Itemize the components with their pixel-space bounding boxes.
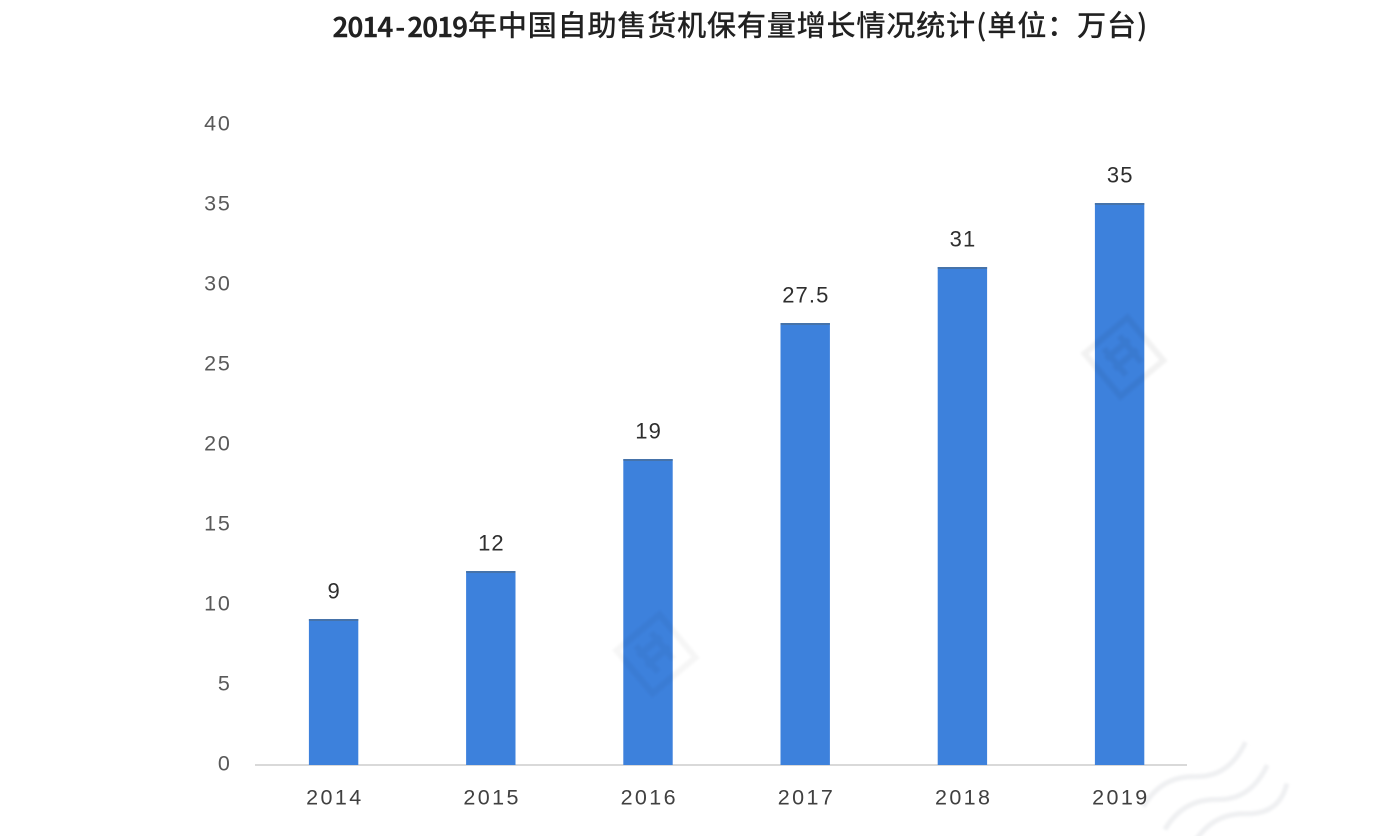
svg-text:2015: 2015 <box>463 786 520 810</box>
svg-text:2016: 2016 <box>621 786 678 810</box>
svg-text:31: 31 <box>950 227 977 252</box>
svg-text:12: 12 <box>478 531 505 556</box>
svg-text:2014: 2014 <box>306 786 363 810</box>
svg-text:40: 40 <box>204 112 231 136</box>
svg-text:10: 10 <box>204 592 231 616</box>
svg-text:19: 19 <box>635 419 662 444</box>
svg-text:27.5: 27.5 <box>782 283 829 308</box>
svg-text:2018: 2018 <box>935 786 992 810</box>
svg-text:20: 20 <box>204 432 231 456</box>
svg-text:30: 30 <box>204 272 231 296</box>
svg-text:25: 25 <box>204 352 231 376</box>
svg-text:2017: 2017 <box>778 786 835 810</box>
svg-text:35: 35 <box>1107 163 1134 188</box>
svg-text:2019: 2019 <box>1092 786 1149 810</box>
svg-text:0: 0 <box>218 752 232 776</box>
svg-text:9: 9 <box>328 579 341 604</box>
svg-text:35: 35 <box>204 192 231 216</box>
svg-text:15: 15 <box>204 512 231 536</box>
svg-text:5: 5 <box>218 672 232 696</box>
